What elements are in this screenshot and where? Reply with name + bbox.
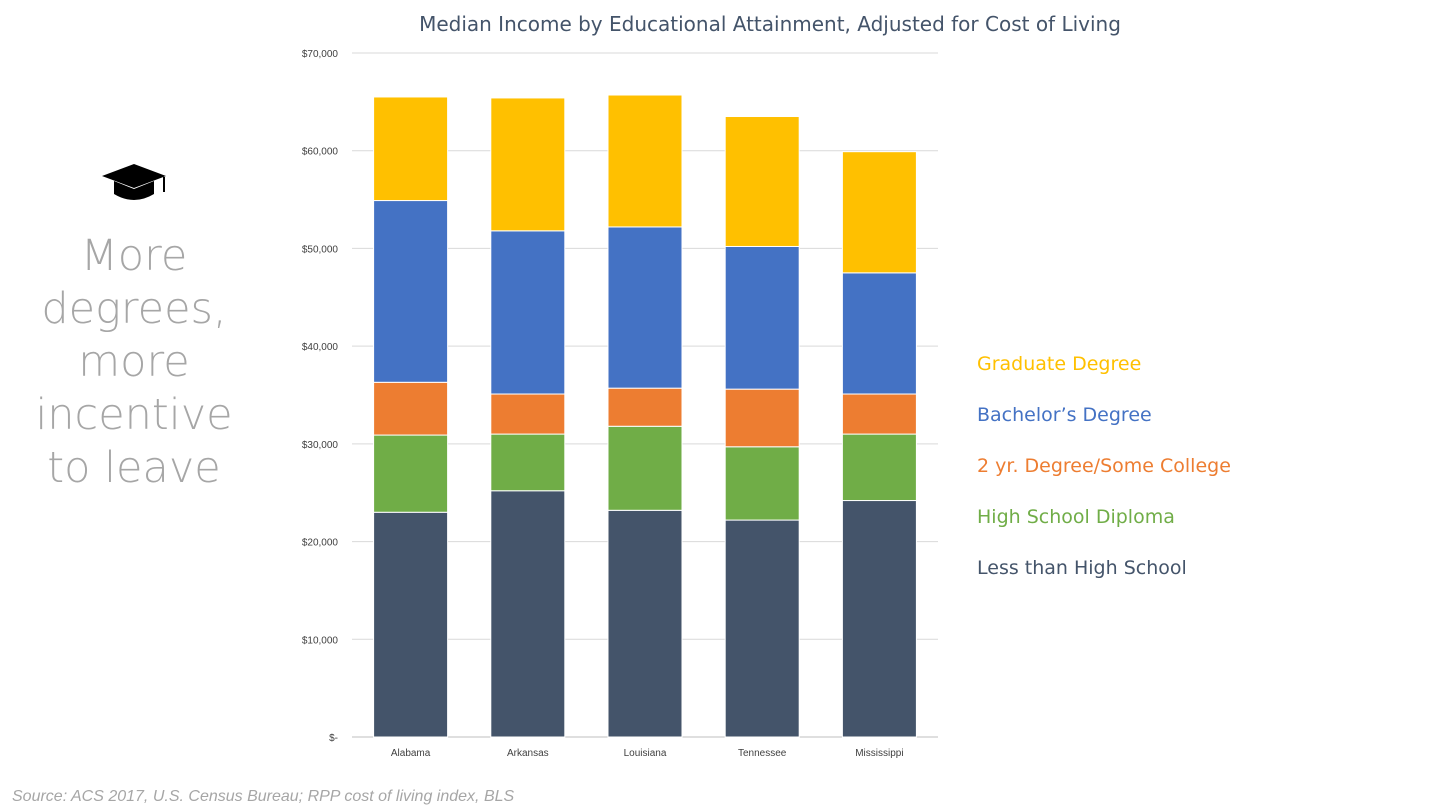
y-tick-label: $60,000 <box>302 147 339 158</box>
bar-segment <box>724 388 800 448</box>
y-tick-label: $- <box>329 733 338 744</box>
bar-segment <box>607 509 683 738</box>
bar-segment <box>373 96 449 202</box>
x-tick-label: Alabama <box>391 748 431 759</box>
y-tick-label: $10,000 <box>302 635 339 646</box>
graduation-cap-icon <box>102 164 166 200</box>
x-tick-label: Mississippi <box>855 748 903 759</box>
bar-segment <box>724 116 800 247</box>
y-tick-label: $20,000 <box>302 538 339 549</box>
bar-segment <box>373 434 449 513</box>
source-note: Source: ACS 2017, U.S. Census Bureau; RP… <box>12 788 515 805</box>
chart-legend: Graduate Degree Bachelor’s Degree 2 yr. … <box>977 346 1317 601</box>
side-caption-line: incentive <box>35 390 233 440</box>
x-tick-label: Louisiana <box>624 748 667 759</box>
x-tick-label: Tennessee <box>738 748 787 759</box>
bar-segment <box>841 272 917 395</box>
bar-segment <box>607 387 683 427</box>
bar-segment <box>490 97 566 232</box>
side-caption-line: degrees, <box>41 284 227 334</box>
side-caption-line: More <box>80 231 188 281</box>
bar-segment <box>373 511 449 738</box>
bar-segment <box>373 381 449 436</box>
bar-segment <box>724 519 800 738</box>
side-caption-line: more <box>78 337 190 387</box>
bar-segment <box>607 226 683 389</box>
bar-segment <box>724 245 800 390</box>
y-tick-label: $40,000 <box>302 342 339 353</box>
y-tick-label: $70,000 <box>302 49 339 60</box>
bar-segment <box>490 393 566 435</box>
legend-item-some-college: 2 yr. Degree/Some College <box>977 455 1231 477</box>
bar-segment <box>841 500 917 738</box>
side-caption: More degrees, more incentive to leave <box>30 230 238 495</box>
bar-segment <box>607 425 683 511</box>
bar-segment <box>841 433 917 502</box>
bar-segment <box>490 433 566 492</box>
y-tick-label: $50,000 <box>302 244 339 255</box>
bar-segment <box>841 151 917 274</box>
bar-segment <box>490 490 566 738</box>
legend-item-bachelors: Bachelor’s Degree <box>977 404 1152 426</box>
bar-segment <box>490 230 566 395</box>
y-tick-label: $30,000 <box>302 440 339 451</box>
bar-segment <box>607 94 683 228</box>
bar-segment <box>373 200 449 383</box>
bar-segment <box>841 393 917 435</box>
x-tick-label: Arkansas <box>507 748 549 759</box>
legend-item-high-school: High School Diploma <box>977 506 1175 528</box>
bar-segment <box>724 446 800 521</box>
side-caption-line: to leave <box>47 443 221 493</box>
legend-item-less-than-high-school: Less than High School <box>977 557 1187 579</box>
legend-item-graduate: Graduate Degree <box>977 353 1142 375</box>
chart-title: Median Income by Educational Attainment,… <box>419 12 1121 36</box>
